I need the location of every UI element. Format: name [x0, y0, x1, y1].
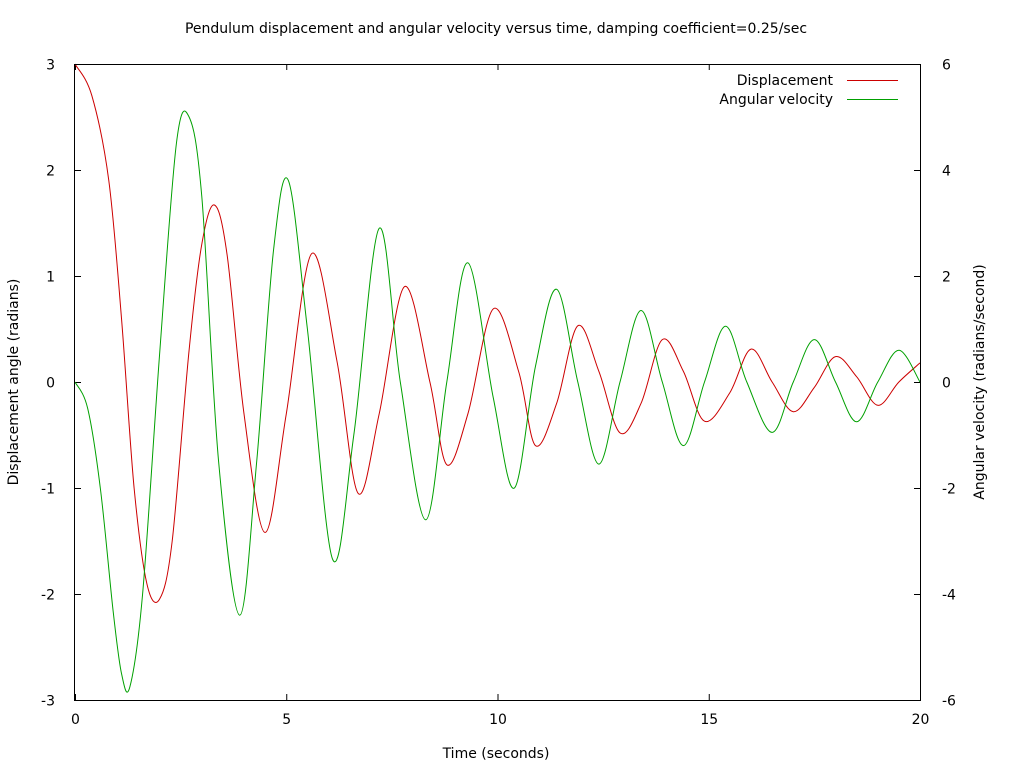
y2-tick-label: -4 [942, 588, 956, 604]
series-layer [74, 63, 921, 693]
y2-tick-label: -2 [942, 482, 956, 498]
y-tick-label: 3 [46, 58, 55, 74]
ticks-layer: 0 5 10 15 20 -3 -2 -1 0 1 2 3 -6 -4 -2 0 2 4 6 [41, 58, 956, 729]
x-tick-label: 20 [912, 712, 930, 728]
y-tick-label: 2 [46, 164, 55, 180]
y2-axis-label: Angular velocity (radians/second) [972, 264, 988, 499]
x-tick-label: 10 [489, 712, 507, 728]
legend: Displacement Angular velocity [719, 73, 898, 108]
legend-label-angular-velocity: Angular velocity [719, 92, 833, 108]
y-tick-label: -1 [41, 482, 55, 498]
series-line-displacement [74, 63, 921, 603]
x-tick-label: 5 [282, 712, 291, 728]
y-tick-label: 0 [46, 376, 55, 392]
y-tick-label: -3 [41, 694, 55, 710]
y2-tick-label: -6 [942, 694, 956, 710]
legend-label-displacement: Displacement [737, 73, 834, 89]
x-tick-label: 0 [71, 712, 80, 728]
x-tick-label: 15 [700, 712, 718, 728]
y2-tick-label: 2 [942, 270, 951, 286]
y-tick-label: -2 [41, 588, 55, 604]
series-line-angular-velocity [74, 110, 921, 693]
y-axis-label: Displacement angle (radians) [6, 279, 22, 486]
y2-tick-label: 4 [942, 164, 951, 180]
chart-title: Pendulum displacement and angular veloci… [185, 21, 807, 37]
plot-frame [74, 64, 921, 701]
y2-tick-label: 6 [942, 58, 951, 74]
x-axis-label: Time (seconds) [442, 746, 550, 762]
y-tick-label: 1 [46, 270, 55, 286]
y2-tick-label: 0 [942, 376, 951, 392]
